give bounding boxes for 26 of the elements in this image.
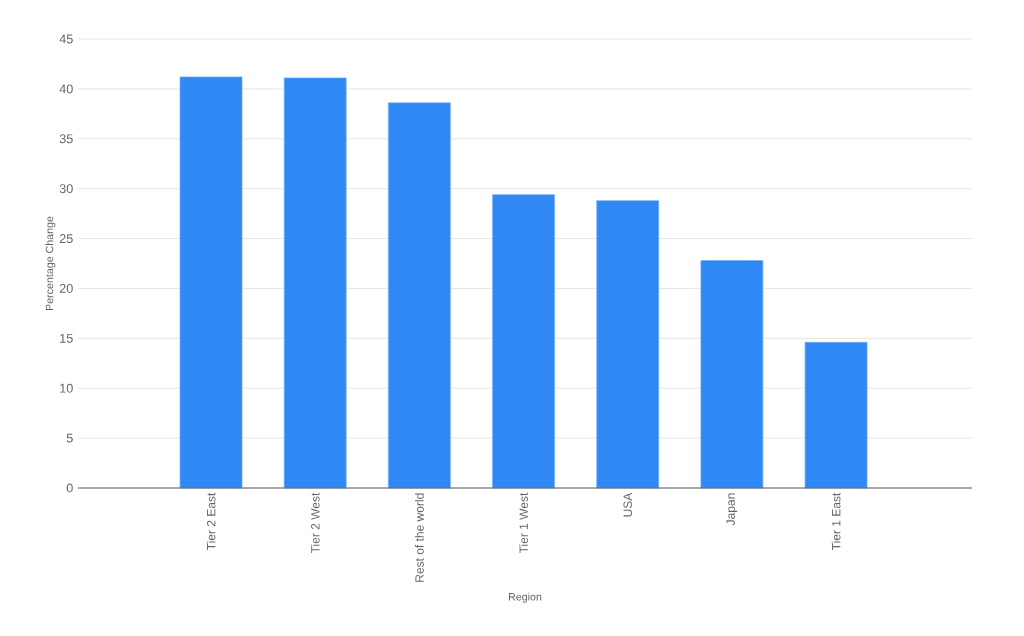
y-tick-label: 40 xyxy=(59,84,73,94)
x-axis-title: Region xyxy=(508,592,542,603)
y-tick-label: 20 xyxy=(59,283,73,293)
bar xyxy=(283,77,347,489)
x-tick-label: Japan xyxy=(726,493,738,526)
x-tick-label: Tier 2 West xyxy=(310,492,320,554)
y-axis-title: Percentage Change xyxy=(45,216,56,311)
bar xyxy=(492,194,555,489)
y-tick-label: 35 xyxy=(59,134,73,144)
x-tick-label: Tier 1 East xyxy=(831,492,841,551)
y-tick-label: 15 xyxy=(60,333,73,343)
bar xyxy=(596,200,660,489)
bar xyxy=(388,102,451,489)
x-tick-label: USA xyxy=(623,492,632,517)
x-tick-label: Tier 1 West xyxy=(519,492,528,554)
y-tick-label: 5 xyxy=(66,433,73,443)
y-tick-label: 10 xyxy=(60,383,73,393)
bar xyxy=(804,341,868,489)
bar xyxy=(179,76,243,489)
y-tick-label: 30 xyxy=(59,184,73,194)
x-tick-label: Tier 2 East xyxy=(206,492,216,551)
y-tick-label: 45 xyxy=(59,34,73,44)
y-tick-label: 25 xyxy=(59,234,73,244)
y-tick-label: 0 xyxy=(66,483,73,493)
x-tick-label: Rest of the world xyxy=(414,493,424,582)
bar xyxy=(700,260,764,489)
